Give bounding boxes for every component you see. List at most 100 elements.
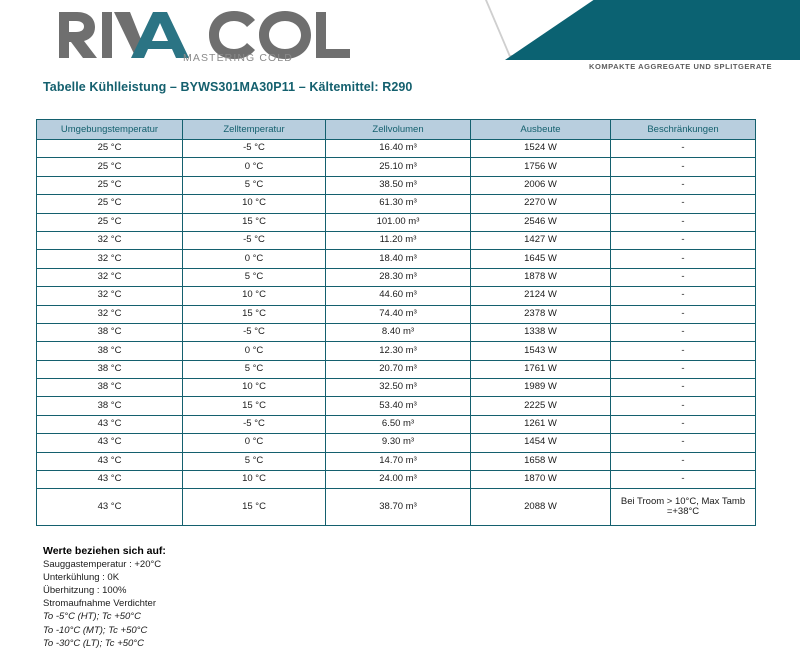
table-cell: 32 °C xyxy=(36,249,183,269)
performance-table-container: Umgebungstemperatur Zelltemperatur Zellv… xyxy=(36,119,756,527)
table-cell: 15 °C xyxy=(182,396,326,416)
footer-condition-line: Sauggastemperatur : +20°C xyxy=(43,559,162,570)
table-cell: - xyxy=(610,175,756,196)
table-cell: -5 °C xyxy=(182,414,326,435)
table-cell: 10 °C xyxy=(182,378,326,398)
table-row: 43 °C 5 °C 14.70 m³ 1658 W- xyxy=(36,451,756,472)
table-cell: - xyxy=(610,414,756,435)
table-cell: 1658 W xyxy=(470,451,611,472)
footer-operating-point-line: To -30°C (LT); Tc +50°C xyxy=(43,637,144,649)
table-cell: - xyxy=(610,286,756,306)
table-cell: 24.00 m³ xyxy=(325,470,471,490)
table-cell: 0 °C xyxy=(182,157,326,177)
table-row: 32 °C -5 °C 11.20 m³ 1427 W- xyxy=(36,230,756,251)
table-cell: 38.70 m³ xyxy=(325,488,471,527)
table-row: 38 °C 10 °C 32.50 m³ 1989 W- xyxy=(36,378,756,398)
table-cell: 0 °C xyxy=(182,433,326,453)
table-row: 38 °C -5 °C 8.40 m³ 1338 W- xyxy=(36,322,756,343)
table-cell: 38 °C xyxy=(36,359,183,380)
footer-operating-point-line: To -10°C (MT); Tc +50°C xyxy=(43,624,148,636)
table-row: 38 °C 5 °C 20.70 m³ 1761 W- xyxy=(36,359,756,380)
table-cell: 25 °C xyxy=(36,138,183,159)
table-cell: 15 °C xyxy=(182,488,326,527)
table-cell: - xyxy=(610,378,756,398)
table-cell: - xyxy=(610,451,756,472)
table-row: 38 °C 15 °C 53.40 m³ 2225 W- xyxy=(36,396,756,416)
table-cell: 32 °C xyxy=(36,304,183,324)
table-cell: - xyxy=(610,322,756,343)
table-cell: - xyxy=(610,138,756,159)
table-cell: 15 °C xyxy=(182,212,326,232)
table-cell: 0 °C xyxy=(182,341,326,361)
table-cell: -5 °C xyxy=(182,230,326,251)
table-cell: 1543 W xyxy=(470,341,611,361)
table-cell: 15 °C xyxy=(182,304,326,324)
table-cell: 32 °C xyxy=(36,230,183,251)
table-row: 32 °C 0 °C 18.40 m³ 1645 W- xyxy=(36,249,756,269)
table-cell: 1261 W xyxy=(470,414,611,435)
table-cell: 2006 W xyxy=(470,175,611,196)
table-cell: 38 °C xyxy=(36,396,183,416)
table-cell: 8.40 m³ xyxy=(325,322,471,343)
rivacold-logo: MASTERING COLD xyxy=(57,8,357,64)
footer-conditions-list: Sauggastemperatur : +20°C Unterkühlung : … xyxy=(43,558,423,610)
table-cell: 1878 W xyxy=(470,267,611,288)
table-cell: 10 °C xyxy=(182,470,326,490)
table-cell: 5 °C xyxy=(182,451,326,472)
table-cell: -5 °C xyxy=(182,138,326,159)
table-cell: 5 °C xyxy=(182,267,326,288)
table-cell: 1454 W xyxy=(470,433,611,453)
logo-wordmark-grey xyxy=(59,11,350,59)
table-cell: 25.10 m³ xyxy=(325,157,471,177)
table-cell: 43 °C xyxy=(36,414,183,435)
table-cell: - xyxy=(610,267,756,288)
table-cell: 2225 W xyxy=(470,396,611,416)
page-header: KOMPAKTE AGGREGATE UND SPLITGERATE xyxy=(0,0,800,72)
table-header-row: Umgebungstemperatur Zelltemperatur Zellv… xyxy=(36,119,756,140)
table-row: 25 °C -5 °C 16.40 m³ 1524 W- xyxy=(36,138,756,159)
table-cell: - xyxy=(610,249,756,269)
table-row: 32 °C 10 °C 44.60 m³ 2124 W- xyxy=(36,286,756,306)
table-cell: 10 °C xyxy=(182,286,326,306)
table-cell: - xyxy=(610,433,756,453)
footer-condition-line: Stromaufnahme Verdichter xyxy=(43,598,157,610)
table-row: 43 °C 0 °C 9.30 m³ 1454 W- xyxy=(36,433,756,453)
table-cell: 16.40 m³ xyxy=(325,138,471,159)
footer-condition-line: Überhitzung : 100% xyxy=(43,585,127,597)
column-header-umgebungstemperatur: Umgebungstemperatur xyxy=(36,119,183,140)
table-cell: 1427 W xyxy=(470,230,611,251)
table-cell: 28.30 m³ xyxy=(325,267,471,288)
table-cell: 43 °C xyxy=(36,488,183,527)
table-cell: 43 °C xyxy=(36,470,183,490)
table-cell: 2378 W xyxy=(470,304,611,324)
column-header-zellvolumen: Zellvolumen xyxy=(325,119,471,140)
column-header-beschraenkungen: Beschränkungen xyxy=(610,119,756,140)
table-cell: 25 °C xyxy=(36,212,183,232)
table-row: 43 °C 15 °C 38.70 m³ 2088 W Bei Troom > 10°C… xyxy=(36,488,756,527)
table-cell: 1338 W xyxy=(470,322,611,343)
table-cell: 38 °C xyxy=(36,378,183,398)
table-row: 25 °C 15 °C 101.00 m³ 2546 W- xyxy=(36,212,756,232)
table-cell: 101.00 m³ xyxy=(325,212,471,232)
table-cell: 53.40 m³ xyxy=(325,396,471,416)
footer-operating-points-list: To -5°C (HT); Tc +50°C To -10°C (MT); Tc … xyxy=(43,610,423,649)
table-cell: 2270 W xyxy=(470,194,611,214)
column-header-ausbeute: Ausbeute xyxy=(470,119,611,140)
cell-restriction-note: Bei Troom > 10°C, Max Tamb =+38°C xyxy=(610,488,756,527)
table-cell: 74.40 m³ xyxy=(325,304,471,324)
footer-notes: Werte beziehen sich auf: Sauggastemperat… xyxy=(43,545,423,650)
table-cell: 25 °C xyxy=(36,194,183,214)
table-cell: 2088 W xyxy=(470,488,611,527)
footer-condition-line: Unterkühlung : 0K xyxy=(43,572,120,584)
table-cell: -5 °C xyxy=(182,322,326,343)
logo-tagline-text: MASTERING COLD xyxy=(183,52,293,64)
table-body: 25 °C -5 °C 16.40 m³ 1524 W -25 °C 0 °C 25.10 … xyxy=(36,138,756,527)
table-row: 32 °C 15 °C 74.40 m³ 2378 W- xyxy=(36,304,756,324)
table-cell: 1645 W xyxy=(470,249,611,269)
table-row: 43 °C 10 °C 24.00 m³ 1870 W- xyxy=(36,470,756,490)
table-row: 25 °C 5 °C 38.50 m³ 2006 W- xyxy=(36,175,756,196)
logo-accent-a-teal xyxy=(131,12,189,58)
table-cell: 43 °C xyxy=(36,433,183,453)
table-cell: 1989 W xyxy=(470,378,611,398)
table-row: 25 °C 0 °C 25.10 m³ 1756 W- xyxy=(36,157,756,177)
